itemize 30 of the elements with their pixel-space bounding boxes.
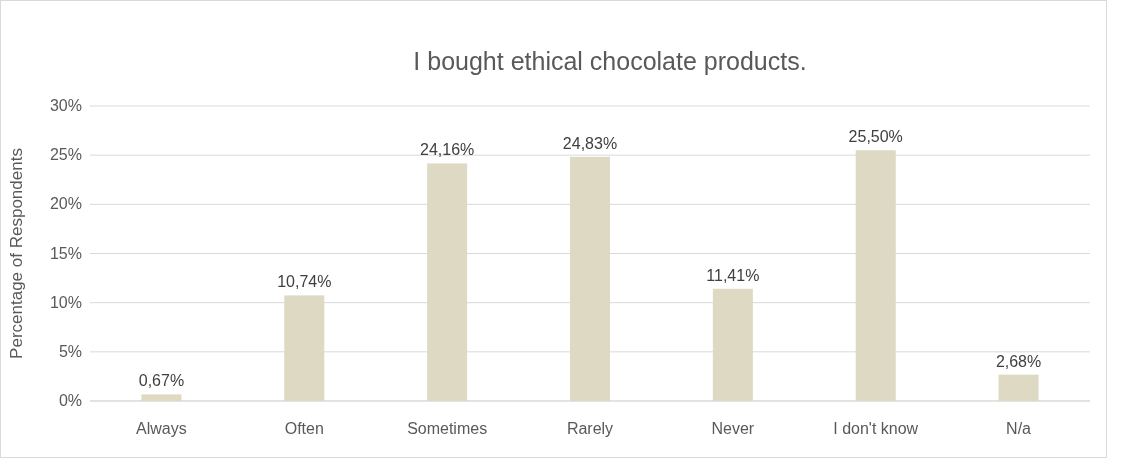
- x-tick-label: Sometimes: [407, 420, 488, 437]
- x-tick-label: Never: [711, 420, 755, 437]
- bar: [141, 394, 182, 401]
- y-tick-label: 20%: [49, 195, 82, 213]
- y-tick-label: 30%: [49, 97, 82, 114]
- bar: [427, 163, 468, 401]
- data-label: 10,74%: [277, 273, 332, 291]
- data-label: 0,67%: [138, 372, 185, 390]
- data-label: 25,50%: [848, 128, 903, 146]
- x-tick-label: Always: [136, 420, 187, 437]
- data-label: 24,83%: [562, 134, 618, 152]
- y-tick-label: 25%: [49, 146, 82, 164]
- chart-title: I bought ethical chocolate products.: [413, 47, 807, 75]
- y-tick-label: 10%: [49, 293, 82, 311]
- bar: [712, 288, 753, 401]
- x-tick-label: I don't know: [833, 420, 919, 437]
- bar: [570, 156, 610, 401]
- bar: [998, 374, 1039, 401]
- bar: [855, 150, 896, 401]
- y-axis-title: Percentage of Respondents: [7, 148, 26, 359]
- y-tick-label: 15%: [49, 244, 82, 262]
- data-label: 11,41%: [706, 266, 760, 284]
- data-label: 24,16%: [420, 141, 475, 159]
- x-tick-label: Rarely: [566, 420, 614, 437]
- y-tick-label: 5%: [58, 342, 82, 360]
- bar: [284, 295, 325, 401]
- x-tick-label: Often: [284, 420, 324, 437]
- y-tick-label: 0%: [58, 392, 82, 409]
- data-label: 2,68%: [995, 352, 1042, 370]
- x-tick-label: N/a: [1006, 420, 1032, 437]
